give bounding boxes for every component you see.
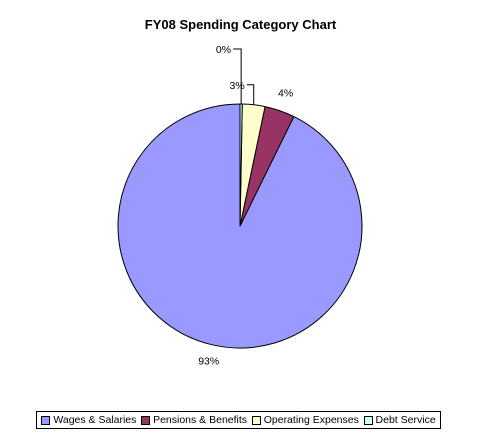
legend-swatch-wages	[41, 415, 51, 425]
legend-item-debt: Debt Service	[363, 414, 436, 426]
legend-swatch-debt	[363, 415, 373, 425]
legend-swatch-pensions	[141, 415, 151, 425]
legend-swatch-operating	[251, 415, 261, 425]
legend-label-operating: Operating Expenses	[263, 414, 359, 426]
legend-label-debt: Debt Service	[375, 414, 436, 426]
legend-item-wages: Wages & Salaries	[41, 414, 136, 426]
data-label-pensions: 4%	[278, 88, 293, 100]
leader-line-operating	[246, 84, 255, 105]
legend-label-wages: Wages & Salaries	[53, 414, 137, 426]
data-label-wages: 93%	[198, 355, 219, 367]
data-label-debt: 0%	[216, 44, 231, 56]
legend: Wages & Salaries Pensions & Benefits Ope…	[36, 411, 441, 429]
legend-label-pensions: Pensions & Benefits	[153, 414, 248, 426]
leader-line-debt	[233, 48, 242, 105]
data-label-operating: 3%	[230, 80, 245, 92]
legend-item-pensions: Pensions & Benefits	[141, 414, 247, 426]
legend-item-operating: Operating Expenses	[251, 414, 359, 426]
chart-title: FY08 Spending Category Chart	[144, 17, 337, 32]
